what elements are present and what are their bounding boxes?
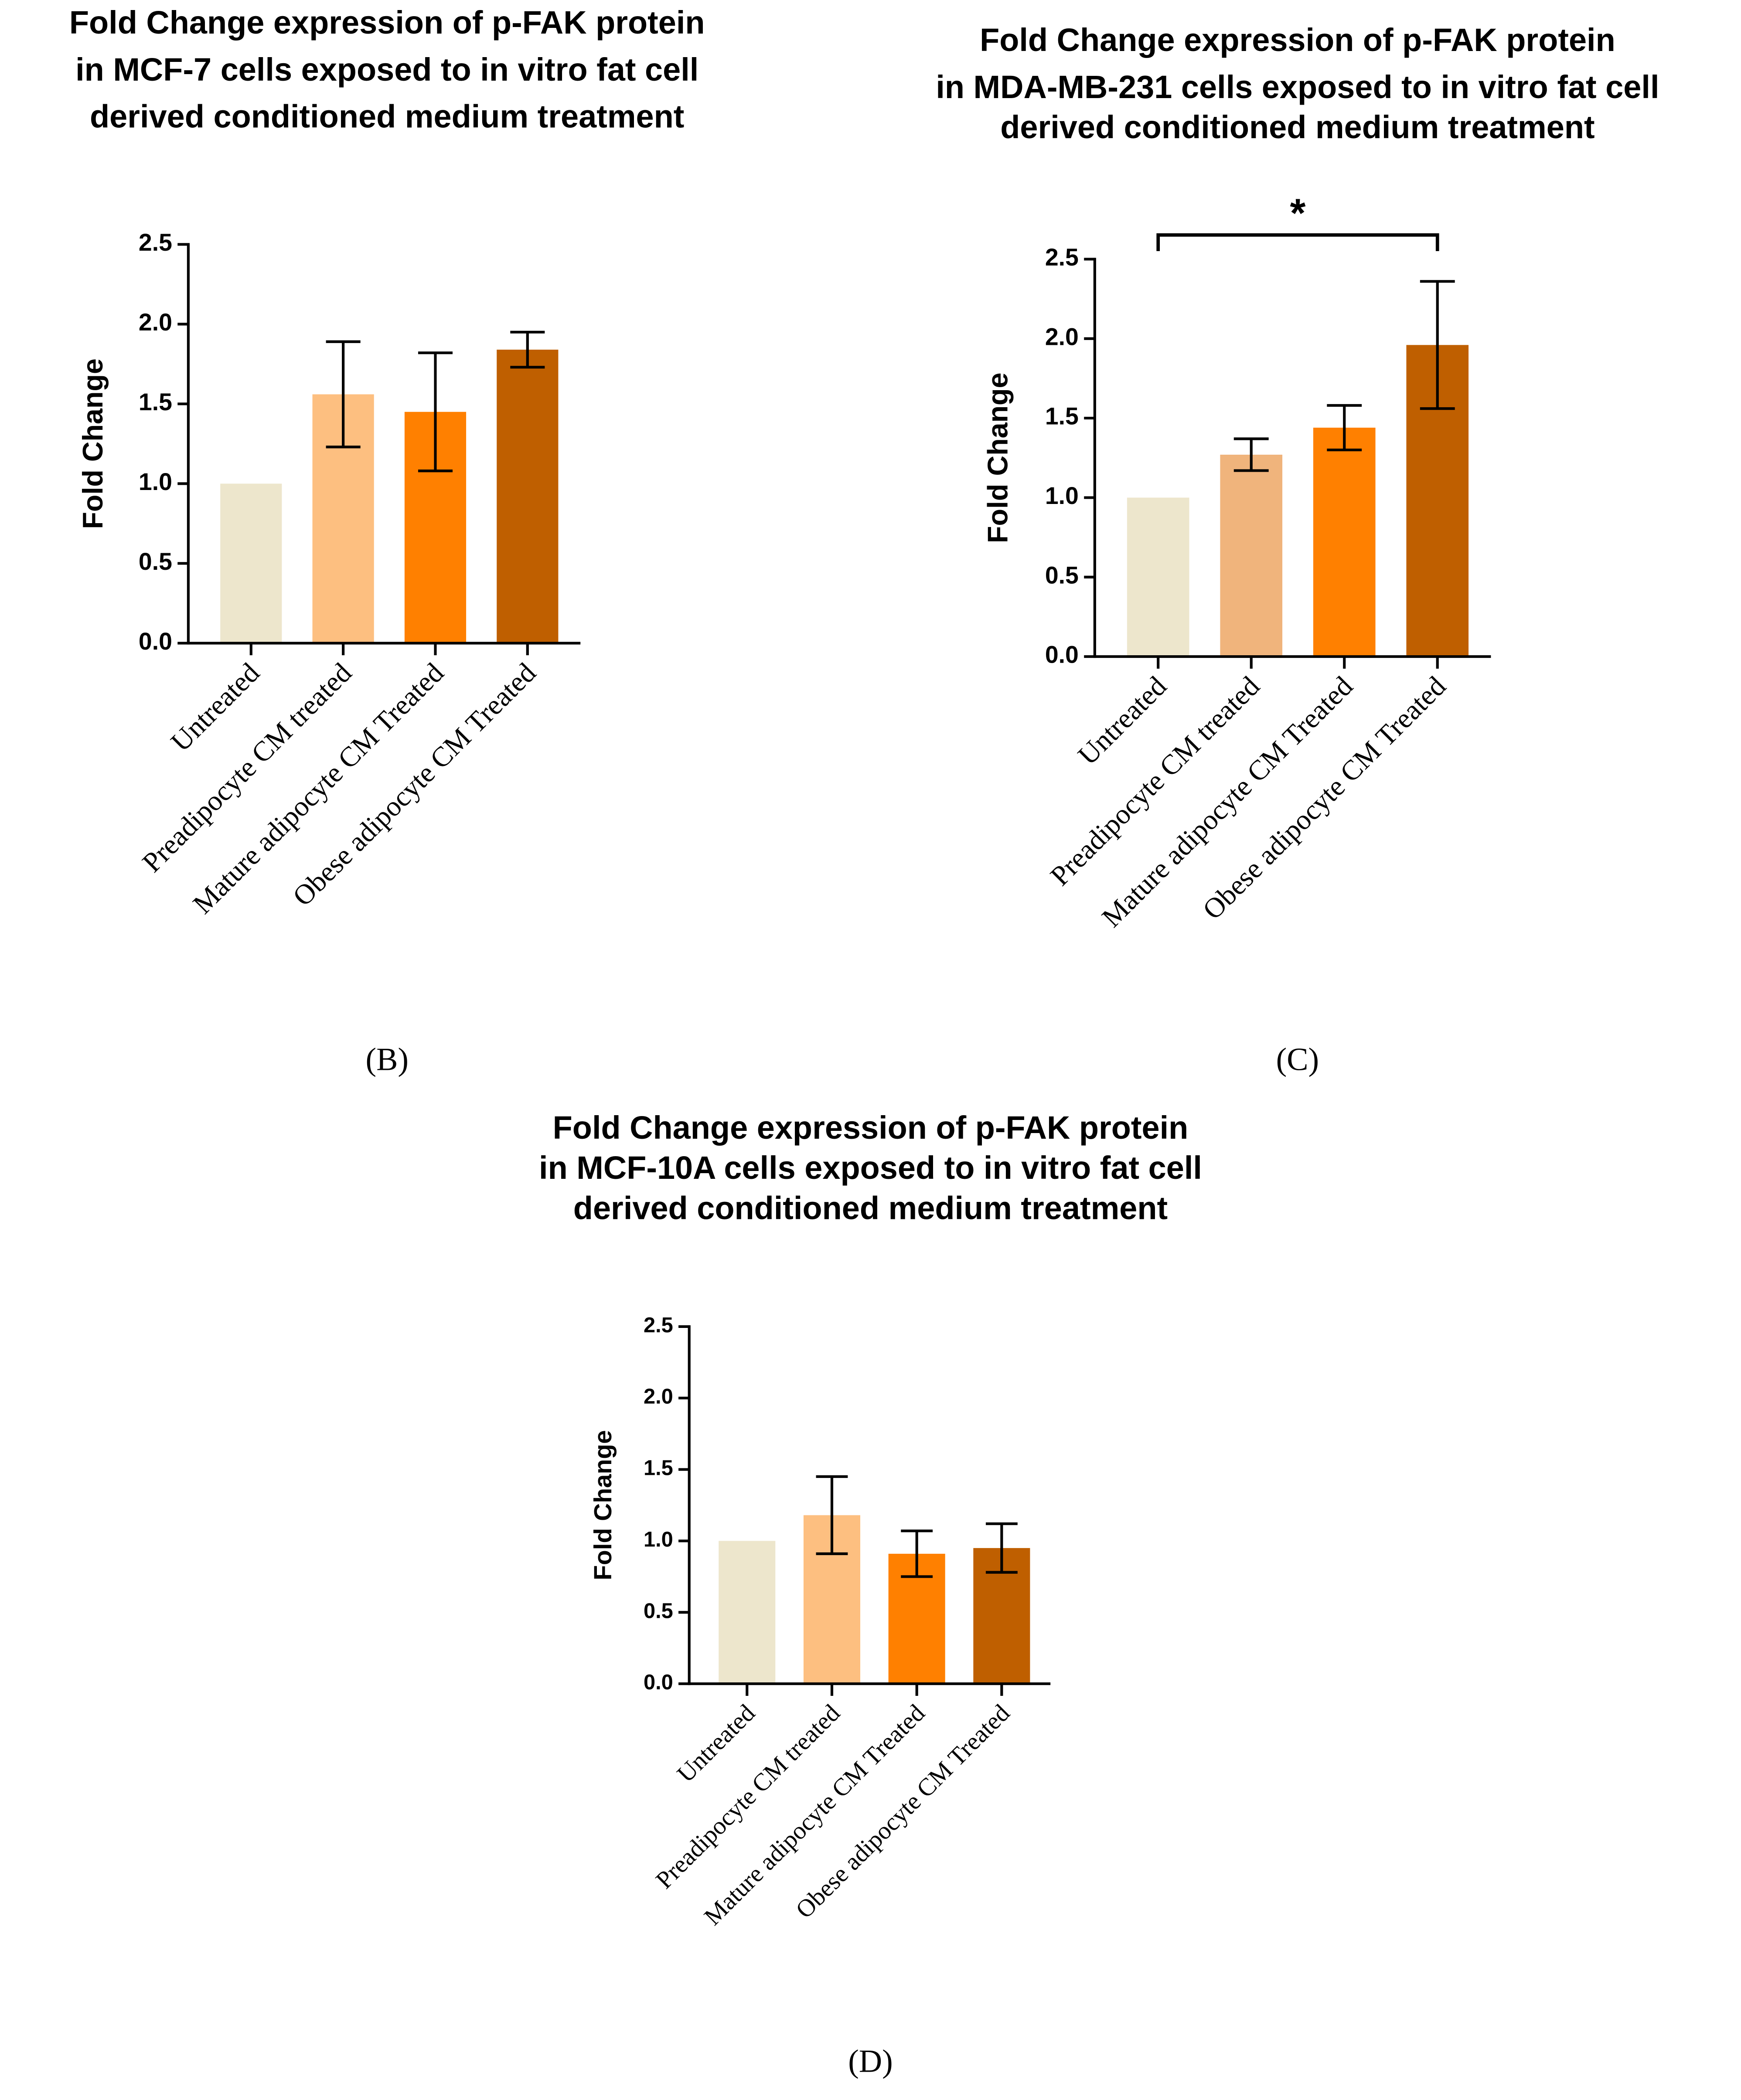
y-tick-label: 0.0 [139,628,172,655]
y-tick-label: 2.0 [1045,323,1079,350]
y-tick-label: 0.5 [1045,562,1079,589]
y-tick-label: 0.0 [1045,641,1079,668]
y-tick-label: 1.0 [644,1528,673,1551]
bar [1127,497,1189,657]
y-tick-label: 2.5 [1045,244,1079,271]
y-tick-label: 1.5 [139,388,172,415]
error-bar [326,340,361,449]
y-axis-label: Fold Change [589,1430,617,1580]
x-tick-label: Untreated [672,1699,760,1788]
y-tick-label: 1.5 [1045,403,1079,430]
y-tick-label: 2.5 [644,1314,673,1337]
bar [1313,427,1376,657]
y-tick-label: 0.0 [644,1671,673,1694]
y-tick-label: 1.5 [644,1457,673,1480]
bar [1220,454,1283,657]
panel-label: (B) [365,1041,409,1077]
error-bar [418,351,453,473]
error-bar [985,1522,1018,1574]
y-tick-label: 0.5 [644,1599,673,1623]
significance-mark: * [1290,191,1306,236]
error-bar [816,1475,848,1555]
error-bar [510,330,545,369]
chart-title: Fold Change expression of p-FAK protein [69,4,705,41]
chart-title: Fold Change expression of p-FAK protein [553,1110,1189,1146]
bar [719,1541,776,1684]
y-tick-label: 0.5 [139,548,172,575]
chart-title: derived conditioned medium treatment [90,99,684,135]
chart-title: Fold Change expression of p-FAK protein [980,22,1615,58]
panel-label: (C) [1276,1041,1319,1077]
chart-title: in MCF-10A cells exposed to in vitro fat… [539,1150,1202,1186]
y-tick-label: 2.5 [139,229,172,256]
error-bar [1327,404,1362,452]
chart-title: derived conditioned medium treatment [573,1190,1168,1226]
chart-title: in MCF-7 cells exposed to in vitro fat c… [75,51,698,88]
significance-bracket [1156,233,1439,251]
y-tick-label: 1.0 [139,468,172,495]
chart-title: derived conditioned medium treatment [1000,109,1594,145]
y-axis-label: Fold Change [982,372,1014,543]
bar [497,350,559,643]
y-tick-label: 2.0 [644,1385,673,1409]
chart-title: in MDA-MB-231 cells exposed to in vitro … [936,69,1659,105]
y-axis-label: Fold Change [77,358,109,529]
error-bar [1233,437,1269,472]
error-bar [1420,280,1455,410]
bar [220,483,282,643]
error-bar [901,1529,933,1578]
y-tick-label: 2.0 [139,309,172,336]
y-tick-label: 1.0 [1045,482,1079,509]
panel-label: (D) [848,2043,893,2079]
